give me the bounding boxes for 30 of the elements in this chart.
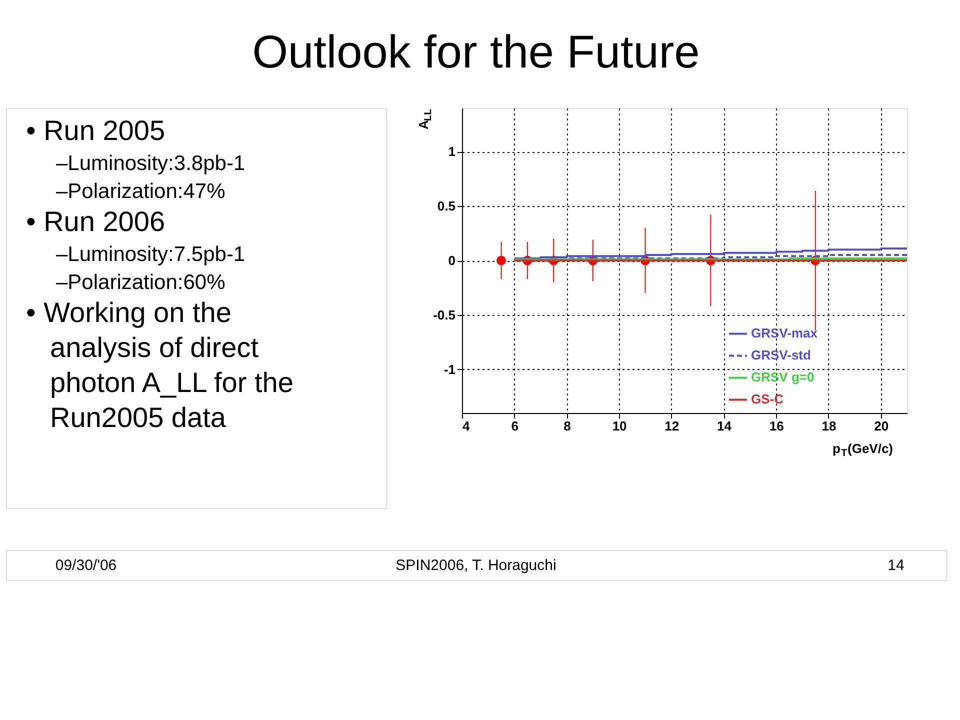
text: • Working on the analysis of direct photon A_LL for the Run2005 data <box>26 297 294 433</box>
legend-label: GRSV-std <box>751 348 812 363</box>
x-tick-label: 14 <box>717 418 732 434</box>
y-axis-title: ALL <box>416 108 434 130</box>
chart-title: Outlook for the Future <box>252 26 700 78</box>
legend-label: GRSV g=0 <box>751 370 814 385</box>
legend-label: GS-C <box>751 392 784 407</box>
y-tick-label: -0.5 <box>433 307 456 322</box>
y-tick-label: 0.5 <box>437 198 456 214</box>
x-tick-label: 18 <box>822 418 836 434</box>
x-tick-label: 6 <box>511 418 518 434</box>
x-tick-label: 10 <box>612 418 627 434</box>
text: • Run 2005 <box>26 115 166 146</box>
y-tick-label: 0 <box>448 253 456 268</box>
text: –Luminosity:3.8pb-1 <box>56 152 246 175</box>
text: –Polarization:47% <box>56 180 226 203</box>
x-tick-label: 8 <box>564 418 571 434</box>
text: SPIN2006, T. Horaguchi <box>396 557 556 574</box>
x-tick-label: 20 <box>874 418 889 434</box>
y-tick-label: 1 <box>448 144 456 160</box>
legend-label: GRSV-max <box>751 326 818 341</box>
text: 09/30/'06 <box>55 557 117 574</box>
text: 14 <box>888 557 904 574</box>
text: –Polarization:60% <box>56 271 226 294</box>
x-tick-label: 16 <box>769 418 784 434</box>
x-tick-label: 4 <box>462 418 470 434</box>
x-tick-label: 12 <box>664 418 680 434</box>
y-tick-label: -1 <box>444 362 456 377</box>
text: • Run 2006 <box>26 206 166 237</box>
text: –Luminosity:7.5pb-1 <box>56 243 246 266</box>
